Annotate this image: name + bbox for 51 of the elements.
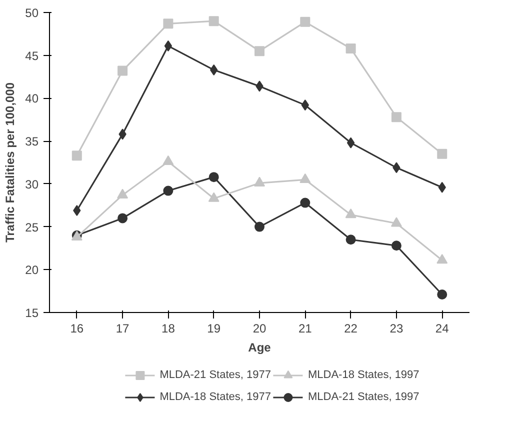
point <box>118 213 128 224</box>
x-tick-label: 24 <box>435 322 450 336</box>
x-axis-title: Age <box>248 340 272 354</box>
point <box>300 16 310 27</box>
point <box>436 254 448 264</box>
point <box>163 18 174 29</box>
point <box>390 217 402 227</box>
legend-label: MLDA-21 States, 1977 <box>160 369 271 381</box>
y-tick-label: 25 <box>25 220 39 234</box>
point <box>72 150 82 161</box>
legend-label: MLDA-18 States, 1977 <box>160 391 271 403</box>
y-axis-title: Traffic Fatalities per 100,000 <box>3 82 18 243</box>
point <box>163 186 174 196</box>
point <box>254 222 264 232</box>
point <box>391 240 402 251</box>
x-tick-label: 18 <box>162 322 176 336</box>
point <box>346 44 356 54</box>
x-tick-label: 17 <box>116 322 130 336</box>
y-tick-label: 40 <box>25 92 39 106</box>
x-tick-label: 16 <box>70 322 84 336</box>
point <box>437 148 448 159</box>
x-tick-label: 20 <box>252 322 266 336</box>
point <box>346 137 355 148</box>
y-tick-label: 45 <box>25 48 39 63</box>
y-tick-label: 35 <box>25 134 39 149</box>
y-tick-label: 50 <box>25 6 39 20</box>
point <box>346 234 356 245</box>
x-tick-label: 21 <box>298 322 312 336</box>
point <box>117 188 128 198</box>
x-tick-label: 23 <box>390 322 404 336</box>
point <box>437 290 448 300</box>
legend-label: MLDA-21 States, 1997 <box>308 391 420 403</box>
point <box>300 198 310 208</box>
y-tick-label: 15 <box>25 306 39 320</box>
point <box>345 208 356 218</box>
point <box>254 176 265 186</box>
x-tick-label: 19 <box>207 322 221 336</box>
x-tick-label: 22 <box>344 322 358 336</box>
point <box>254 46 264 56</box>
y-tick-label: 30 <box>25 177 39 192</box>
point <box>208 16 219 26</box>
point <box>164 40 172 52</box>
point <box>73 205 81 216</box>
point <box>391 112 402 122</box>
point <box>162 155 174 166</box>
point <box>208 172 219 182</box>
point <box>300 173 311 184</box>
point <box>208 192 220 202</box>
point <box>118 66 128 76</box>
y-tick-label: 20 <box>25 263 39 278</box>
legend-label: MLDA-18 States, 1997 <box>308 369 420 381</box>
